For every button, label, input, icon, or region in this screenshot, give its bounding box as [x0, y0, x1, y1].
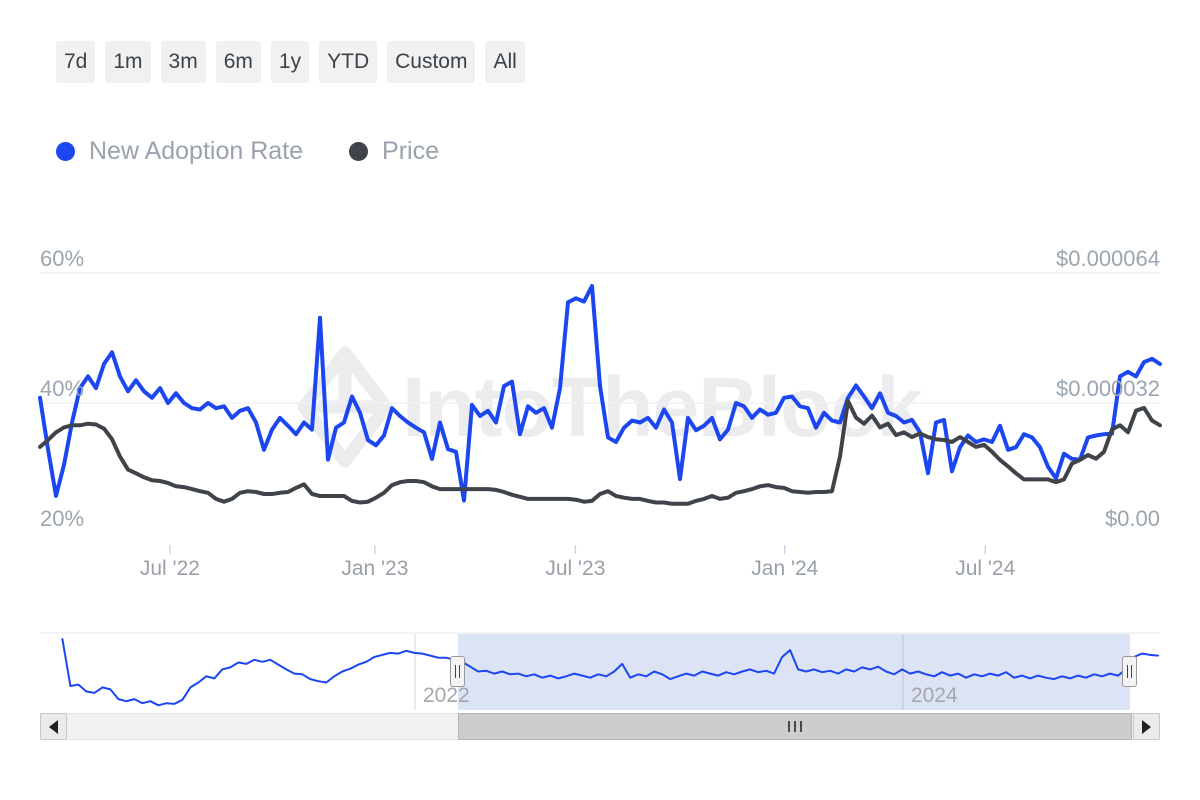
x-axis-label: Jan '24	[751, 557, 819, 580]
x-axis-label: Jul '24	[955, 557, 1016, 580]
legend-label-adoption-rate: New Adoption Rate	[89, 137, 304, 165]
range-button-6m[interactable]: 6m	[215, 41, 261, 83]
range-button-ytd[interactable]: YTD	[319, 41, 378, 83]
navigator-selected-range[interactable]	[457, 634, 1130, 710]
scrollbar-right-button[interactable]	[1133, 713, 1160, 740]
navigator-year-label: 2024	[910, 684, 958, 707]
range-button-all[interactable]: All	[485, 41, 525, 83]
y-axis-label-left: 60%	[40, 246, 85, 271]
adoption-rate-marker-icon	[56, 142, 75, 161]
price-marker-icon	[349, 142, 369, 161]
x-axis-label: Jan '23	[341, 557, 409, 580]
range-button-7d[interactable]: 7d	[56, 41, 96, 83]
adoption-rate-line	[38, 284, 1162, 503]
navigator-handle-left[interactable]	[450, 656, 466, 687]
navigator-handle-right[interactable]	[1122, 656, 1138, 687]
range-button-3m[interactable]: 3m	[160, 41, 206, 83]
legend: New Adoption Rate Price	[56, 137, 439, 166]
y-axis-label-right: $0.00	[1104, 506, 1160, 531]
y-axis-label-right: $0.000032	[1056, 376, 1160, 401]
legend-label-price: Price	[382, 137, 439, 165]
y-axis-label-left: 20%	[40, 506, 85, 531]
range-button-1y[interactable]: 1y	[270, 41, 310, 83]
range-button-1m[interactable]: 1m	[105, 41, 151, 83]
x-axis-label: Jul '23	[545, 557, 606, 580]
arrow-left-icon	[49, 719, 58, 734]
watermark-text: IntoTheBlock	[402, 359, 923, 454]
intotheblock-logo-icon	[297, 346, 393, 468]
x-axis-label: Jul '22	[139, 557, 200, 580]
scrollbar-left-button[interactable]	[40, 713, 67, 740]
y-axis-label-right: $0.000064	[1056, 246, 1160, 271]
price-line	[38, 399, 1162, 506]
legend-item-adoption-rate[interactable]: New Adoption Rate	[56, 137, 303, 166]
navigator-year-label: 2022	[422, 684, 470, 707]
navigator-line	[61, 638, 1159, 707]
range-selector: 7d 1m 3m 6m 1y YTD Custom All	[56, 41, 525, 83]
legend-item-price[interactable]: Price	[349, 137, 439, 166]
intotheblock-watermark: IntoTheBlock	[296, 345, 923, 469]
scrollbar-thumb[interactable]	[457, 713, 1132, 740]
arrow-right-icon	[1142, 719, 1151, 734]
range-button-custom[interactable]: Custom	[387, 41, 476, 83]
y-axis-label-left: 40%	[40, 376, 85, 401]
